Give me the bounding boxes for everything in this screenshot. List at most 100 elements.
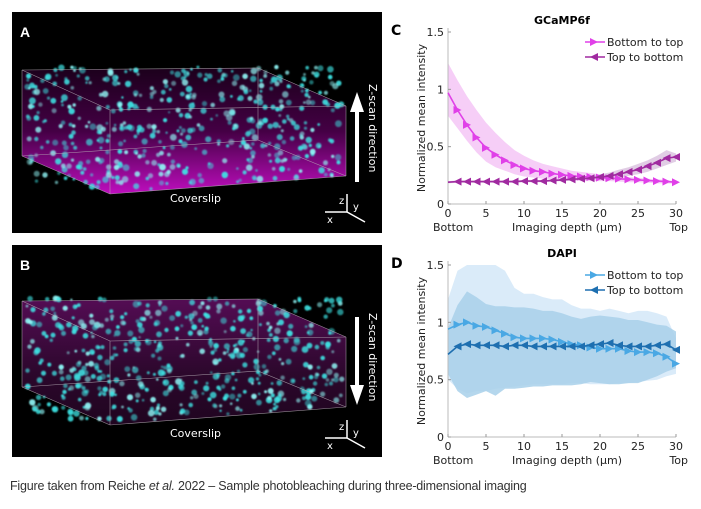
box-edge	[109, 175, 347, 195]
zscan-label-a: Z-scan direction	[366, 84, 379, 173]
data-point	[662, 154, 671, 163]
figure-caption: Figure taken from Reiche et al. 2022 – S…	[10, 479, 527, 493]
data-point	[615, 341, 623, 350]
x-tick-label: 10	[517, 440, 531, 453]
volume-fill	[22, 299, 346, 425]
y-tick-label: 1.5	[427, 26, 445, 39]
x-tick-label: 30	[669, 207, 683, 220]
data-point	[643, 162, 652, 171]
data-point	[558, 175, 566, 184]
data-point	[453, 320, 462, 329]
x-tick-label: 30	[669, 440, 683, 453]
x-tick-label: 5	[483, 207, 490, 220]
data-point	[453, 177, 462, 186]
data-point	[672, 345, 680, 354]
data-point	[567, 342, 576, 351]
caption-suffix: 2022 – Sample photobleaching during thre…	[174, 479, 527, 493]
box-edge	[21, 139, 259, 157]
x-axis-label: Imaging depth (µm)	[512, 221, 622, 234]
x-tick-label: 0	[445, 207, 452, 220]
data-point	[624, 175, 633, 184]
zscan-arrow-down-icon	[350, 385, 364, 405]
box-edge	[21, 300, 111, 342]
x-tick-label: 10	[517, 207, 531, 220]
nuclei-cluster	[24, 295, 345, 422]
x-end-label-left: Bottom	[433, 221, 473, 234]
legend-marker-0	[590, 38, 598, 46]
data-point	[463, 177, 471, 186]
data-point	[624, 342, 633, 351]
data-point	[482, 322, 490, 331]
x-tick-label: 25	[631, 440, 645, 453]
data-point	[539, 167, 547, 176]
caption-italic: et al.	[148, 479, 175, 493]
data-point	[634, 348, 642, 357]
series-1	[447, 338, 680, 356]
data-point	[520, 334, 528, 343]
data-point	[501, 156, 509, 165]
data-point	[548, 342, 557, 351]
data-point	[491, 341, 500, 350]
coverslip-label-b: Coverslip	[170, 427, 222, 440]
x-tick-label: 15	[555, 440, 569, 453]
data-point	[558, 170, 566, 179]
data-point	[605, 171, 614, 180]
data-point	[662, 352, 671, 361]
data-point	[624, 347, 633, 355]
data-point	[548, 169, 557, 178]
data-point	[653, 177, 661, 186]
data-point	[510, 161, 519, 170]
box-edge	[257, 139, 347, 177]
data-point	[615, 174, 623, 183]
box-edge	[109, 406, 347, 426]
nuclei-cluster	[24, 64, 345, 191]
axis-y-line	[346, 211, 366, 223]
data-point	[567, 175, 576, 184]
data-point	[453, 342, 462, 351]
y-axis-label: Normalized mean intensity	[415, 276, 428, 425]
axis-y-label: y	[353, 428, 359, 439]
box-edge	[257, 370, 347, 408]
data-point	[662, 340, 671, 349]
data-point	[539, 334, 547, 343]
data-point	[491, 177, 500, 186]
data-point	[491, 150, 500, 159]
axis-z-label: z	[339, 196, 344, 207]
data-point	[520, 164, 528, 173]
box-edge	[21, 386, 111, 426]
data-point	[634, 175, 642, 184]
data-point	[605, 338, 614, 347]
data-point	[529, 177, 538, 186]
data-point	[520, 177, 528, 186]
data-point	[539, 342, 547, 351]
data-point	[586, 174, 595, 183]
data-point	[577, 342, 585, 351]
box-edge	[21, 298, 259, 302]
data-point	[548, 176, 557, 185]
data-point	[577, 174, 585, 183]
y-tick-label: 1.5	[427, 259, 445, 272]
data-point	[643, 342, 652, 351]
data-point	[596, 173, 604, 182]
data-point	[501, 177, 509, 186]
box-edge	[21, 370, 259, 388]
box-edge	[109, 336, 347, 342]
zscan-arrow-shaft	[355, 317, 359, 385]
axis-x-label: x	[327, 441, 333, 452]
chart-d-dapi: D DAPI 0 0.5 1 1.5 0 5 10 15 20 25 30 Imaging depth (…	[391, 247, 688, 467]
legend-label-0: Bottom to top	[607, 269, 683, 282]
data-point	[643, 348, 652, 357]
data-point	[653, 341, 661, 350]
y-tick-label: 0.5	[427, 374, 445, 387]
y-tick-label: 0	[437, 198, 444, 211]
panel-letter: C	[391, 23, 401, 39]
data-point	[653, 158, 661, 167]
data-point	[558, 337, 566, 346]
legend-label-0: Bottom to top	[607, 36, 683, 49]
x-axis-label: Imaging depth (µm)	[512, 454, 622, 467]
volume-render-a: zy x	[21, 64, 366, 226]
chart-c-gcamp6f: C GCaMP6f 0 0.5 1 1.5 0 5 10 15 20 25 30 Imaging dept…	[391, 14, 688, 234]
data-point	[482, 341, 490, 350]
